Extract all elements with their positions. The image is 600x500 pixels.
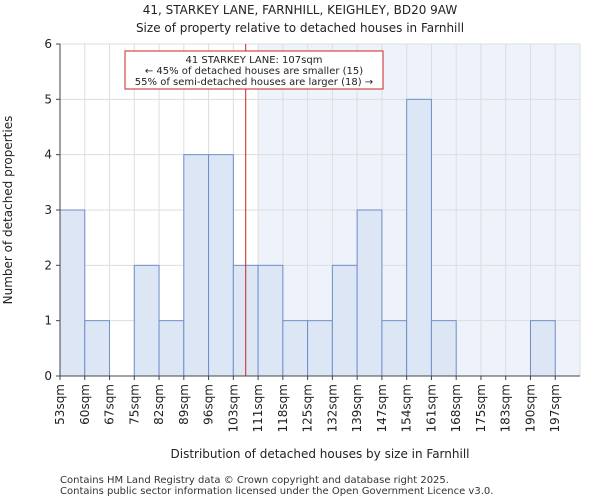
x-tick-label-175sqm: 175sqm <box>474 384 488 432</box>
bar-161sqm <box>430 320 457 377</box>
x-tick-label-132sqm: 132sqm <box>325 384 339 432</box>
annotation-line1: 41 STARKEY LANE: 107sqm <box>186 55 323 66</box>
bar-82sqm <box>158 320 185 377</box>
x-tick-label-60sqm: 60sqm <box>78 384 92 425</box>
annotation-line3: 55% of semi-detached houses are larger (… <box>135 77 373 88</box>
bar-53sqm <box>59 209 86 377</box>
bar-75sqm <box>133 264 160 377</box>
plot-area: 0 1 2 3 4 5 6 53sqm 60sqm 67sqm 75sqm 82sqm 89sqm 96s… <box>44 37 581 432</box>
x-tick-label-154sqm: 154sqm <box>400 384 414 432</box>
x-tick-label-125sqm: 125sqm <box>301 384 315 432</box>
x-tick-label-139sqm: 139sqm <box>350 384 364 432</box>
y-tick-label-0: 0 <box>44 369 52 383</box>
bar-96sqm <box>208 154 234 377</box>
y-tick-label-5: 5 <box>44 92 52 106</box>
footer-line1: Contains HM Land Registry data © Crown c… <box>60 475 449 486</box>
y-tick-label-6: 6 <box>44 37 52 51</box>
footer-line2: Contains public sector information licen… <box>60 486 493 497</box>
x-tick-label-96sqm: 96sqm <box>202 384 216 425</box>
x-tick-label-190sqm: 190sqm <box>523 384 537 432</box>
y-tick-label-2: 2 <box>44 258 52 272</box>
x-tick-label-197sqm: 197sqm <box>548 384 562 432</box>
x-tick-label-53sqm: 53sqm <box>53 384 67 425</box>
bar-125sqm <box>307 320 333 377</box>
y-tick-label-1: 1 <box>44 314 52 328</box>
annotation-line2: ← 45% of detached houses are smaller (15… <box>145 66 363 77</box>
bar-111sqm <box>257 264 284 377</box>
x-tick-label-75sqm: 75sqm <box>127 384 141 425</box>
x-tick-label-89sqm: 89sqm <box>177 384 191 425</box>
x-tick-label-82sqm: 82sqm <box>152 384 166 425</box>
y-tick-label-4: 4 <box>44 148 52 162</box>
x-tick-label-103sqm: 103sqm <box>226 384 240 432</box>
bar-147sqm <box>381 320 408 377</box>
chart-title-line2: Size of property relative to detached ho… <box>136 21 464 35</box>
x-tick-label-161sqm: 161sqm <box>424 384 438 432</box>
x-tick-label-183sqm: 183sqm <box>499 384 513 432</box>
x-axis-label: Distribution of detached houses by size … <box>171 447 470 461</box>
bar-154sqm <box>406 98 432 377</box>
x-tick-label-118sqm: 118sqm <box>276 384 290 432</box>
x-tick-label-111sqm: 111sqm <box>251 384 265 432</box>
y-tick-label-3: 3 <box>44 203 52 217</box>
x-tick-label-147sqm: 147sqm <box>375 384 389 432</box>
bar-60sqm <box>84 320 111 377</box>
bar-190sqm <box>529 320 556 377</box>
bar-139sqm <box>356 209 383 377</box>
annotation-frame <box>124 50 384 90</box>
bar-132sqm <box>331 264 358 377</box>
x-tick-label-67sqm: 67sqm <box>103 384 117 425</box>
annotation-box: 41 STARKEY LANE: 107sqm ← 45% of detache… <box>124 50 384 90</box>
y-axis-label: Number of detached properties <box>1 116 15 305</box>
bar-118sqm <box>282 320 309 377</box>
x-tick-label-168sqm: 168sqm <box>449 384 463 432</box>
chart-title-line1: 41, STARKEY LANE, FARNHILL, KEIGHLEY, BD… <box>143 3 458 17</box>
bar-89sqm <box>183 154 210 377</box>
